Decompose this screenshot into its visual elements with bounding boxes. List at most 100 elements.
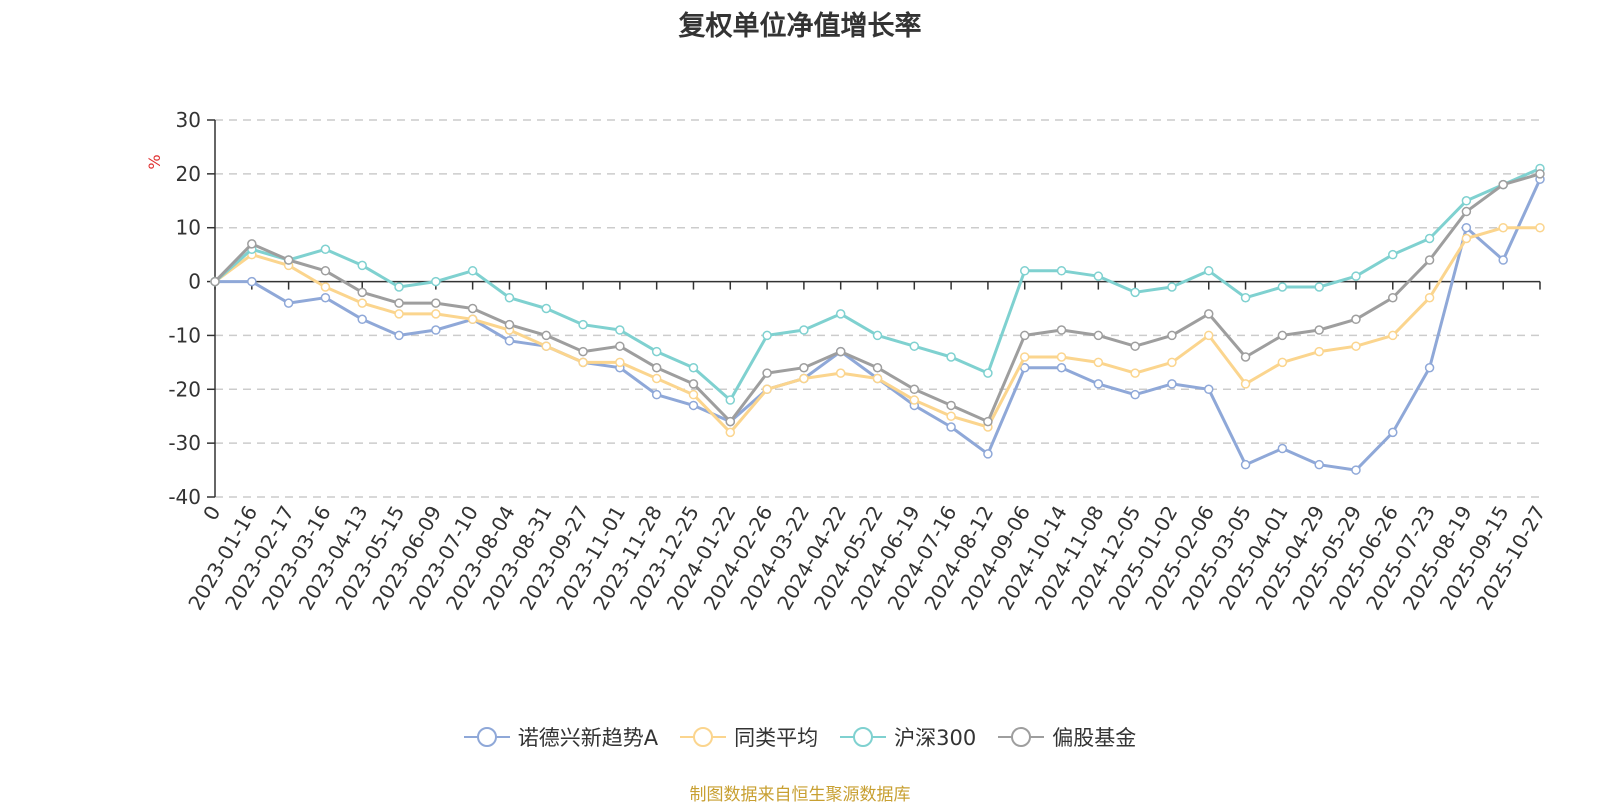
data-point bbox=[578, 319, 588, 330]
data-point bbox=[283, 255, 294, 265]
data-point bbox=[1424, 233, 1435, 244]
data-point bbox=[1167, 330, 1177, 341]
line-chart: 3020100-10-20-30-4002023-01-162023-02-17… bbox=[145, 108, 1550, 614]
data-point bbox=[1351, 465, 1361, 475]
legend-label: 同类平均 bbox=[734, 726, 819, 750]
data-point bbox=[1424, 362, 1435, 373]
data-point bbox=[467, 303, 478, 314]
grid-layer bbox=[215, 119, 1540, 498]
data-point bbox=[1498, 255, 1508, 265]
legend-line-circle-icon bbox=[840, 727, 887, 747]
legend-item-peer-average[interactable]: 同类平均 bbox=[680, 722, 818, 752]
data-point bbox=[1093, 357, 1104, 368]
y-tick-label: 30 bbox=[176, 108, 201, 132]
legend: 诺德兴新趋势A 同类平均 沪深300 偏股基金 bbox=[0, 722, 1600, 752]
legend-item-equity-fund[interactable]: 偏股基金 bbox=[998, 722, 1136, 752]
data-point bbox=[762, 368, 772, 378]
data-point bbox=[1351, 341, 1361, 351]
data-point bbox=[688, 379, 699, 389]
data-point bbox=[578, 346, 588, 357]
data-point bbox=[283, 298, 294, 308]
data-point bbox=[1167, 379, 1177, 389]
data-point bbox=[872, 362, 883, 373]
data-point bbox=[872, 373, 883, 384]
data-point bbox=[688, 362, 699, 373]
data-point bbox=[394, 298, 404, 308]
data-point bbox=[357, 287, 367, 298]
y-tick-label: -20 bbox=[168, 377, 201, 401]
data-point bbox=[1240, 292, 1251, 303]
data-point bbox=[541, 303, 551, 314]
y-axis-label: % bbox=[145, 154, 164, 169]
data-point bbox=[541, 341, 551, 351]
data-point bbox=[946, 352, 956, 362]
legend-line-circle-icon bbox=[680, 727, 727, 747]
data-point bbox=[1277, 443, 1288, 454]
y-tick-label: -40 bbox=[168, 485, 201, 509]
data-point bbox=[1240, 459, 1251, 470]
data-point bbox=[1167, 357, 1177, 368]
legend-item-nuode[interactable]: 诺德兴新趋势A bbox=[463, 722, 658, 752]
data-point bbox=[1314, 459, 1324, 470]
data-point bbox=[578, 357, 588, 368]
data-point bbox=[909, 384, 920, 395]
data-point bbox=[1130, 341, 1140, 351]
data-point bbox=[1019, 352, 1030, 362]
data-point bbox=[725, 427, 736, 438]
data-point bbox=[1204, 309, 1214, 319]
data-point bbox=[1461, 222, 1472, 233]
data-point bbox=[467, 314, 478, 325]
data-point bbox=[725, 416, 736, 427]
data-point bbox=[1388, 427, 1398, 438]
data-point bbox=[983, 368, 993, 378]
data-point bbox=[357, 260, 367, 271]
data-point bbox=[799, 325, 809, 335]
data-point bbox=[1130, 389, 1140, 400]
data-point bbox=[1056, 362, 1067, 373]
data-point bbox=[1351, 271, 1361, 281]
data-point bbox=[615, 357, 625, 368]
data-point bbox=[320, 266, 331, 276]
data-point bbox=[1056, 266, 1067, 276]
data-point bbox=[504, 292, 515, 303]
legend-line-circle-icon bbox=[998, 727, 1045, 747]
data-point bbox=[983, 449, 993, 459]
data-point bbox=[1498, 179, 1508, 190]
series-layer bbox=[210, 163, 1545, 475]
data-point bbox=[1461, 233, 1472, 244]
data-point bbox=[210, 276, 220, 287]
data-point bbox=[872, 330, 883, 341]
data-point bbox=[504, 319, 515, 330]
data-point bbox=[431, 325, 441, 335]
data-point bbox=[247, 276, 257, 287]
y-tick-label: -10 bbox=[168, 323, 201, 347]
data-point bbox=[1019, 330, 1030, 341]
data-point bbox=[1388, 292, 1398, 303]
data-point bbox=[1056, 352, 1067, 362]
series-line-1 bbox=[214, 226, 1540, 434]
y-tick-label: -30 bbox=[168, 431, 201, 455]
data-point bbox=[1424, 292, 1435, 303]
series-line-3 bbox=[213, 172, 1541, 424]
data-point bbox=[1167, 282, 1177, 292]
data-point bbox=[615, 325, 625, 335]
data-point bbox=[357, 314, 367, 325]
data-point bbox=[431, 298, 441, 308]
data-point bbox=[946, 411, 956, 421]
y-tick-label: 10 bbox=[176, 216, 201, 240]
data-point bbox=[320, 244, 331, 255]
data-point bbox=[1056, 325, 1067, 335]
data-point bbox=[946, 422, 956, 432]
data-point bbox=[1204, 330, 1214, 341]
data-point bbox=[1093, 379, 1104, 389]
chart-title: 复权单位净值增长率 bbox=[678, 11, 922, 42]
data-point bbox=[1351, 314, 1361, 325]
data-point bbox=[247, 239, 257, 249]
data-point bbox=[762, 384, 772, 395]
data-point bbox=[909, 395, 920, 405]
data-point bbox=[1535, 222, 1545, 233]
data-point bbox=[431, 309, 441, 319]
legend-item-hs300[interactable]: 沪深300 bbox=[840, 722, 976, 752]
data-point bbox=[799, 362, 809, 373]
data-point bbox=[541, 330, 551, 341]
